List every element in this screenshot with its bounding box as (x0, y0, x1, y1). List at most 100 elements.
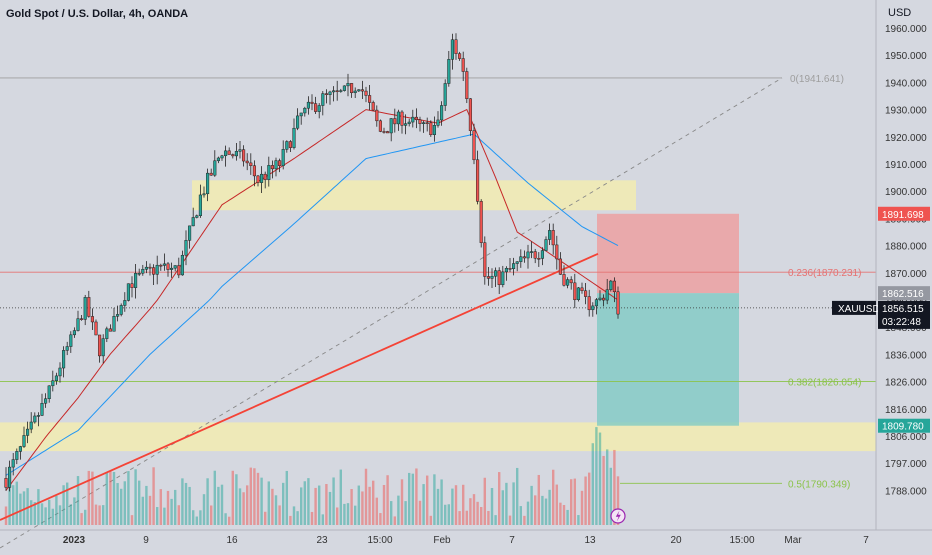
candle-body (497, 270, 501, 285)
candle-body (213, 160, 217, 176)
price-axis[interactable]: 1960.000 1950.000 1940.000 1930.000 1920.000… (832, 0, 930, 530)
price-tick: 1960.000 (885, 24, 927, 35)
candle-body (540, 250, 544, 259)
volume-bar (472, 494, 476, 525)
volume-bar (566, 509, 569, 525)
volume-bar (55, 495, 58, 525)
candle-body (33, 415, 37, 423)
candle-body (245, 160, 249, 164)
volume-bar (303, 481, 306, 525)
volume-bar (231, 470, 234, 525)
lightning-icon[interactable] (610, 508, 626, 524)
volume-bar (166, 490, 170, 525)
price-tag-stop: 1891.698 (882, 210, 924, 221)
volume-bar (530, 485, 533, 525)
volume-bar (552, 469, 555, 525)
volume-bar (400, 479, 404, 525)
volume-bar (328, 491, 332, 525)
candle-body (202, 193, 206, 196)
candle-body (137, 272, 141, 275)
time-axis[interactable]: 2023 9 16 23 15:00 Feb 7 13 20 15:00 Mar 7 (0, 529, 932, 546)
volume-bar (195, 516, 198, 525)
candle-body (170, 267, 174, 270)
ema-slow-line (5, 133, 619, 476)
price-tick: 1940.000 (885, 78, 927, 89)
volume-bar (30, 500, 33, 525)
candle-body (58, 367, 62, 377)
candle-body (360, 89, 364, 92)
candle-body (314, 103, 318, 112)
volume-bar (440, 479, 443, 525)
time-tick: 7 (509, 535, 515, 546)
candle-body (263, 173, 267, 180)
volume-bar (422, 484, 425, 525)
candle-body (371, 102, 375, 111)
volume-bar (228, 516, 231, 525)
volume-bar (505, 482, 508, 525)
candle-body (544, 239, 548, 251)
candle-body (292, 127, 296, 148)
volume-bar (105, 472, 108, 525)
volume-bar (325, 484, 328, 525)
volume-bar (91, 471, 94, 525)
volume-bar (580, 490, 584, 525)
candle-body (144, 266, 148, 270)
candle-body (47, 385, 51, 399)
price-tick: 1797.000 (885, 459, 927, 470)
volume-bar (127, 471, 130, 525)
candle-body (490, 275, 494, 279)
volume-bar (483, 477, 486, 525)
volume-bar (123, 481, 126, 525)
volume-bar (145, 485, 148, 525)
candle-body (321, 93, 325, 106)
volume-bar (523, 515, 526, 525)
volume-bar (354, 505, 357, 525)
volume-bar (429, 515, 432, 525)
volume-bar (436, 488, 440, 525)
fib-label-2: 0.382(1826.054) (788, 377, 861, 388)
volume-bar (541, 495, 544, 525)
current-price-tag-bg (878, 300, 930, 329)
volume-bar (361, 491, 364, 525)
volume-bar (184, 482, 188, 525)
candle-body (386, 131, 390, 134)
volume-bar (282, 482, 285, 525)
volume-bar (84, 509, 87, 525)
volume-bar (8, 479, 11, 525)
time-tick: 23 (316, 535, 328, 546)
candle-body (551, 230, 555, 246)
candle-body (166, 263, 170, 270)
volume-bar (570, 479, 573, 525)
volume-bar (501, 490, 504, 525)
volume-bar (4, 506, 8, 525)
candle-body (324, 93, 328, 95)
candle-body (483, 242, 487, 277)
volume-bar (393, 516, 396, 525)
volume-bar (498, 472, 501, 525)
candle-body (429, 122, 433, 135)
volume-bar (66, 482, 69, 525)
volume-bar (19, 493, 22, 525)
candle-body (407, 121, 411, 124)
volume-bar (33, 502, 36, 525)
volume-bar (109, 471, 112, 525)
volume-bar (310, 511, 314, 525)
volume-bar (246, 485, 249, 525)
volume-bar (382, 485, 386, 525)
candle-body (422, 122, 426, 124)
volume-bar (415, 468, 418, 525)
price-tick: 1836.000 (885, 350, 927, 361)
candle-body (580, 287, 584, 292)
candle-body (357, 89, 361, 92)
zones-layer (0, 180, 876, 452)
volume-bar (372, 480, 375, 525)
candle-body (87, 297, 91, 317)
volume-bar (343, 503, 346, 525)
candle-body (260, 173, 264, 183)
candle-body (310, 101, 314, 104)
candle-body (227, 150, 231, 155)
volume-bar (159, 489, 162, 525)
candle-body (612, 280, 616, 293)
